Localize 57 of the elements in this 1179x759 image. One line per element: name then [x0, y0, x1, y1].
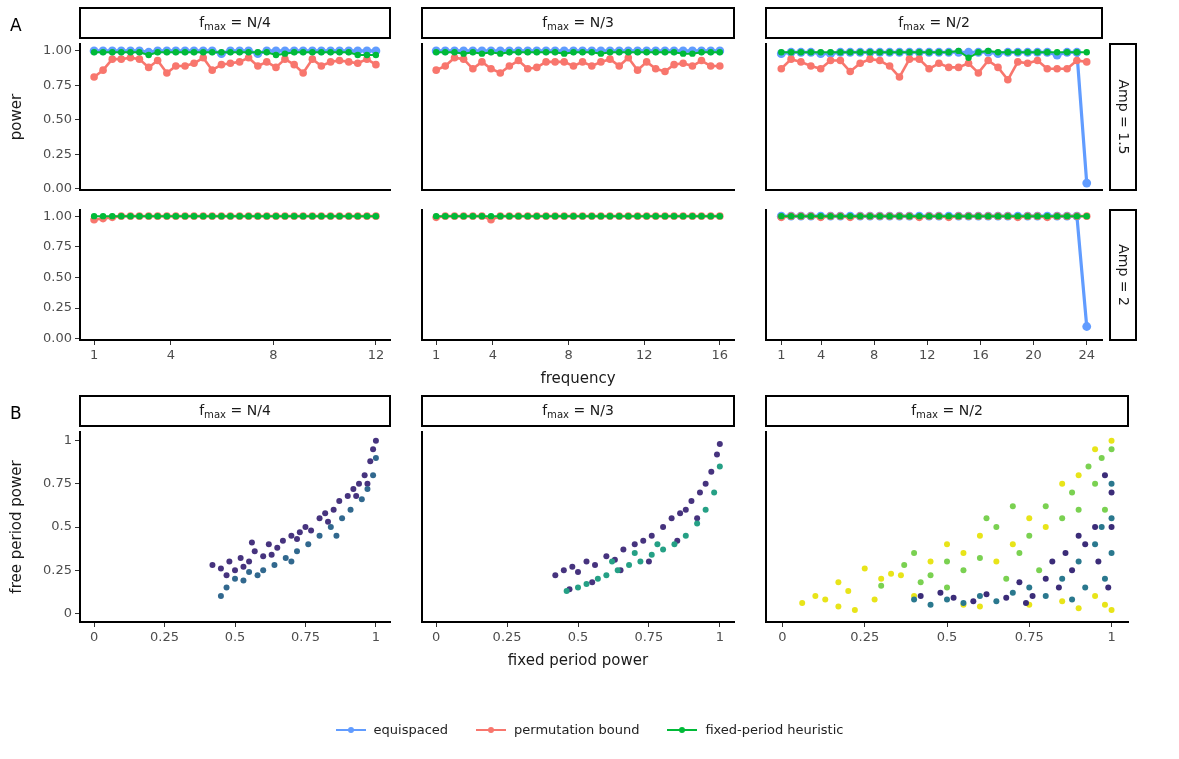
- y-axis-title: free period power: [6, 459, 25, 594]
- x-tick-label: 0.75: [634, 629, 664, 645]
- x-tick-label: 24: [1078, 347, 1095, 363]
- x-tick-label: 1: [777, 347, 786, 363]
- x-tick-label: 16: [711, 347, 729, 363]
- y-tick-label: 1: [63, 432, 72, 448]
- y-tick-label: 1.00: [43, 207, 72, 223]
- y2-axis-title: Amp = 2: [1116, 244, 1133, 306]
- x-tick-label: 0.25: [850, 629, 880, 645]
- x-tick-label: 0.5: [224, 629, 246, 645]
- y-tick-label: 0.25: [43, 299, 72, 315]
- x-tick-label: 12: [919, 347, 936, 363]
- x-tick-label: 1: [432, 347, 441, 363]
- y-tick-label: 1.00: [43, 42, 72, 58]
- x-tick-label: 20: [1025, 347, 1042, 363]
- x-tick-label: 4: [166, 347, 176, 363]
- y-tick-label: 0.75: [43, 76, 72, 92]
- x-tick-label: 1: [371, 629, 381, 645]
- x-tick-label: 0: [89, 629, 99, 645]
- legend-label: equispaced: [373, 722, 449, 737]
- y-tick-label: 0.75: [43, 238, 72, 254]
- y-tick-label: 0: [63, 604, 72, 620]
- text: B: [10, 402, 22, 423]
- x-tick-label: 0.25: [492, 629, 522, 645]
- x-tick-label: 0: [432, 629, 441, 645]
- x-tick-label: 8: [564, 347, 573, 363]
- text: A: [10, 14, 22, 35]
- y-tick-label: 0.00: [43, 330, 72, 346]
- x-tick-label: 4: [488, 347, 498, 363]
- y2-axis-title: Amp = 1.5: [1116, 79, 1133, 155]
- x-tick-label: 12: [635, 347, 653, 363]
- x-tick-label: 8: [269, 347, 278, 363]
- y-tick-label: 0.25: [43, 145, 72, 161]
- x-tick-label: 0.25: [150, 629, 180, 645]
- y-tick-label: 0.75: [43, 475, 72, 491]
- y-tick-label: 0.00: [43, 180, 72, 195]
- legend-label: permutation bound: [514, 722, 640, 737]
- x-tick-label: 1: [715, 629, 724, 645]
- x-axis-title: fixed period power: [507, 650, 649, 669]
- x-tick-label: 0: [778, 629, 787, 645]
- x-tick-label: 0.5: [567, 629, 589, 645]
- legend-label: fixed-period heuristic: [705, 722, 844, 737]
- x-tick-label: 0.75: [290, 629, 320, 645]
- x-tick-label: 0.75: [1014, 629, 1044, 645]
- y-axis-title: power: [6, 92, 25, 141]
- x-axis-title: frequency: [540, 368, 616, 387]
- y-tick-label: 0.25: [43, 561, 72, 577]
- x-tick-label: 0.5: [936, 629, 958, 645]
- x-tick-label: 16: [972, 347, 989, 363]
- x-tick-label: 4: [816, 347, 826, 363]
- y-tick-label: 0.5: [51, 518, 72, 534]
- x-tick-label: 1: [1107, 629, 1116, 645]
- x-tick-label: 12: [367, 347, 385, 363]
- x-tick-label: 1: [89, 347, 99, 363]
- y-tick-label: 0.50: [43, 268, 72, 284]
- y-tick-label: 0.50: [43, 111, 72, 127]
- x-tick-label: 8: [870, 347, 879, 363]
